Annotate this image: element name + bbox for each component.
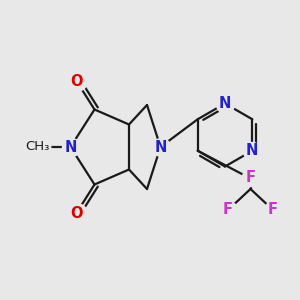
Text: N: N bbox=[64, 140, 77, 154]
Text: F: F bbox=[268, 202, 278, 217]
Text: CH₃: CH₃ bbox=[25, 140, 50, 154]
Text: N: N bbox=[219, 96, 231, 111]
Text: N: N bbox=[154, 140, 167, 154]
Text: F: F bbox=[223, 202, 233, 217]
Text: N: N bbox=[246, 143, 259, 158]
Text: O: O bbox=[70, 206, 83, 220]
Text: F: F bbox=[245, 169, 256, 184]
Text: O: O bbox=[70, 74, 83, 88]
